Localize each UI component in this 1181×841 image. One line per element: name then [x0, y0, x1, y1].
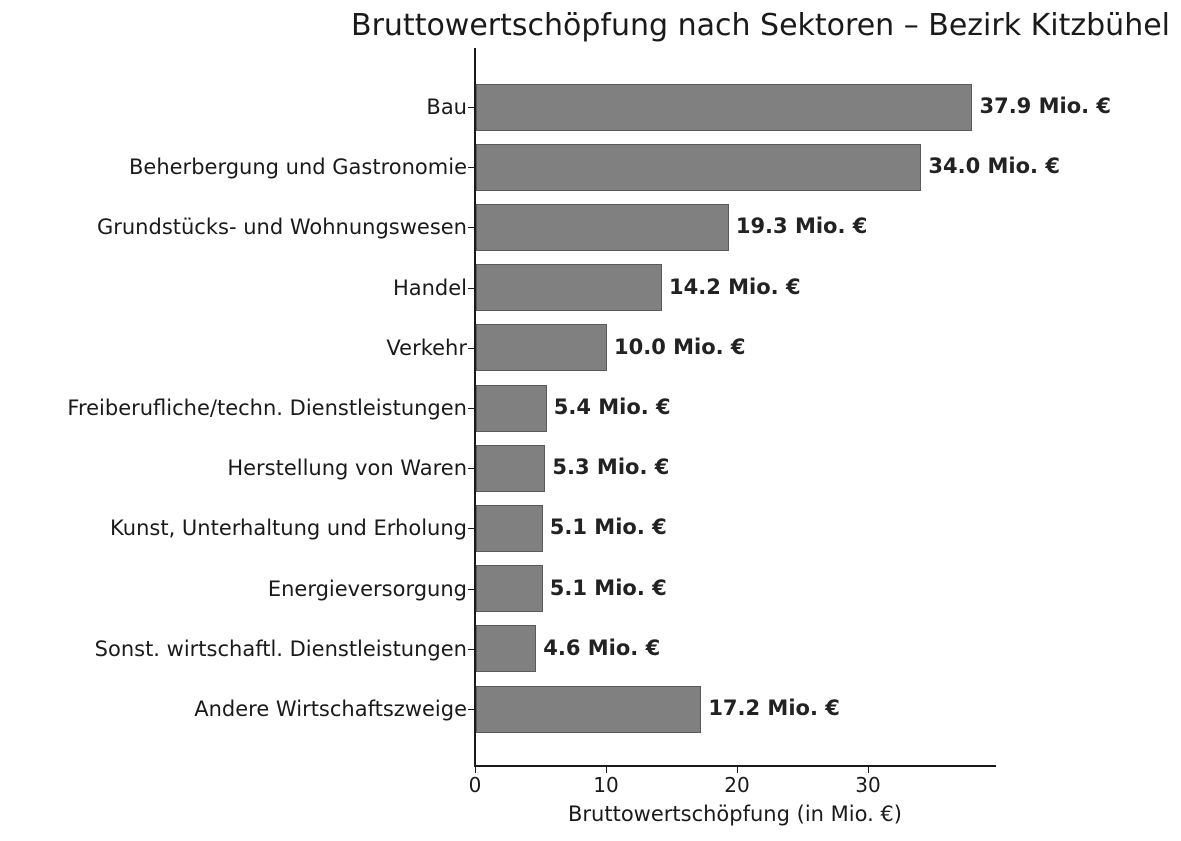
value-label: 34.0 Mio. € [928, 154, 1060, 179]
y-tick [468, 709, 474, 710]
value-label: 17.2 Mio. € [708, 696, 840, 720]
category-label: Andere Wirtschaftszweige [194, 697, 467, 721]
x-tick [606, 767, 607, 773]
y-tick [468, 588, 474, 590]
bar [476, 565, 543, 613]
x-tick-label: 10 [593, 773, 619, 797]
value-label: 5.1 Mio. € [549, 515, 667, 540]
bar [476, 504, 543, 552]
y-tick [468, 347, 474, 349]
y-tick [468, 468, 474, 470]
category-label: Kunst, Unterhaltung und Erholung [110, 516, 467, 541]
bar [476, 625, 537, 673]
x-tick [737, 767, 738, 773]
category-label: Handel [392, 275, 467, 300]
y-tick [468, 227, 474, 229]
y-tick [468, 167, 474, 169]
x-tick-label: 20 [724, 773, 750, 797]
value-label: 37.9 Mio. € [979, 94, 1112, 118]
bar [476, 444, 546, 492]
y-axis-line [474, 48, 476, 767]
chart-title: Bruttowertschöpfung nach Sektoren – Bezi… [351, 8, 1170, 43]
bar [476, 143, 922, 191]
x-tick-label: 30 [855, 773, 881, 797]
y-tick [468, 648, 474, 650]
bar [476, 83, 973, 131]
x-tick [868, 767, 869, 773]
category-label: Beherbergung und Gastronomie [129, 155, 467, 180]
y-tick [468, 408, 474, 409]
y-tick [468, 107, 474, 108]
value-label: 4.6 Mio. € [543, 635, 661, 660]
y-tick [468, 528, 474, 530]
value-label: 5.3 Mio. € [552, 455, 670, 480]
category-label: Sonst. wirtschaftl. Dienstleistungen [94, 636, 467, 661]
bar [476, 384, 547, 432]
value-label: 19.3 Mio. € [735, 214, 868, 239]
bar [476, 264, 663, 312]
category-label: Energieversorgung [267, 576, 467, 601]
value-label: 14.2 Mio. € [669, 274, 801, 299]
y-tick [468, 287, 474, 289]
category-label: Freiberufliche/techn. Dienstleistungen [67, 396, 467, 420]
bar [476, 324, 607, 372]
value-label: 5.1 Mio. € [549, 575, 667, 600]
x-tick [475, 767, 476, 773]
bar [476, 203, 729, 251]
x-tick-label: 0 [468, 773, 482, 797]
category-label: Verkehr [386, 335, 467, 360]
category-label: Bau [426, 95, 467, 119]
value-label: 10.0 Mio. € [614, 334, 746, 359]
bar [476, 685, 702, 733]
category-label: Herstellung von Waren [227, 456, 467, 481]
x-axis-label: Bruttowertschöpfung (in Mio. €) [568, 802, 902, 826]
value-label: 5.4 Mio. € [553, 395, 671, 419]
category-label: Grundstücks- und Wohnungswesen [96, 215, 467, 240]
x-axis-line [474, 765, 996, 767]
